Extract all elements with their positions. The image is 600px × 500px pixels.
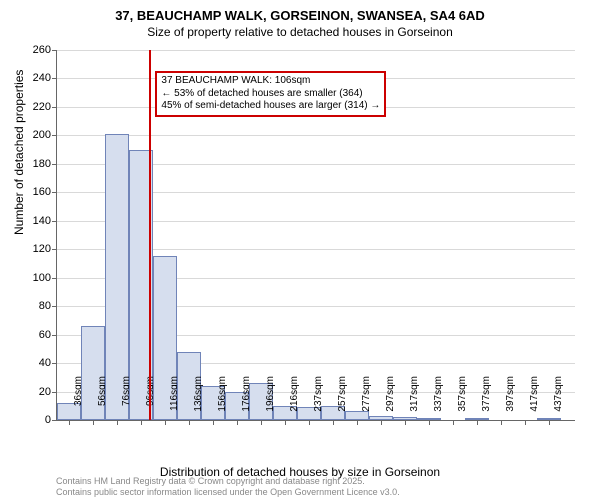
plot-area: 02040608010012014016018020022024026036sq… <box>56 50 574 420</box>
xtick-mark <box>213 420 214 425</box>
footer-line-2: Contains public sector information licen… <box>56 487 400 498</box>
chart-title: 37, BEAUCHAMP WALK, GORSEINON, SWANSEA, … <box>0 0 600 25</box>
ytick-label: 100 <box>21 272 51 284</box>
ytick-label: 180 <box>21 158 51 170</box>
ytick-mark <box>52 164 57 165</box>
xtick-mark <box>141 420 142 425</box>
ytick-label: 120 <box>21 243 51 255</box>
xtick-label: 317sqm <box>409 376 420 424</box>
xtick-mark <box>117 420 118 425</box>
ytick-label: 20 <box>21 386 51 398</box>
chart-subtitle: Size of property relative to detached ho… <box>0 25 600 43</box>
xtick-mark <box>237 420 238 425</box>
ytick-mark <box>52 392 57 393</box>
xtick-label: 397sqm <box>505 376 516 424</box>
xtick-mark <box>381 420 382 425</box>
ytick-label: 260 <box>21 44 51 56</box>
ytick-mark <box>52 192 57 193</box>
ytick-mark <box>52 221 57 222</box>
xtick-mark <box>477 420 478 425</box>
xtick-mark <box>405 420 406 425</box>
xtick-mark <box>549 420 550 425</box>
xtick-mark <box>453 420 454 425</box>
footer-line-1: Contains HM Land Registry data © Crown c… <box>56 476 400 487</box>
ytick-label: 40 <box>21 357 51 369</box>
gridline <box>57 135 575 136</box>
ytick-mark <box>52 278 57 279</box>
annotation-line-1: ← 53% of detached houses are smaller (36… <box>161 88 380 101</box>
xtick-mark <box>69 420 70 425</box>
xtick-mark <box>525 420 526 425</box>
xtick-mark <box>285 420 286 425</box>
ytick-mark <box>52 78 57 79</box>
annotation-line-2: 45% of semi-detached houses are larger (… <box>161 100 380 113</box>
ytick-mark <box>52 363 57 364</box>
ytick-mark <box>52 249 57 250</box>
ytick-mark <box>52 107 57 108</box>
ytick-label: 240 <box>21 72 51 84</box>
xtick-mark <box>309 420 310 425</box>
ytick-mark <box>52 420 57 421</box>
ytick-label: 60 <box>21 329 51 341</box>
xtick-mark <box>189 420 190 425</box>
ytick-mark <box>52 335 57 336</box>
ytick-label: 0 <box>21 414 51 426</box>
ytick-label: 220 <box>21 101 51 113</box>
ytick-label: 80 <box>21 300 51 312</box>
xtick-mark <box>165 420 166 425</box>
xtick-mark <box>429 420 430 425</box>
ytick-label: 200 <box>21 129 51 141</box>
xtick-label: 417sqm <box>529 376 540 424</box>
y-axis-label: Number of detached properties <box>12 70 26 235</box>
footer-attribution: Contains HM Land Registry data © Crown c… <box>56 476 400 498</box>
annotation-box: 37 BEAUCHAMP WALK: 106sqm← 53% of detach… <box>155 71 386 117</box>
xtick-label: 337sqm <box>433 376 444 424</box>
xtick-label: 357sqm <box>457 376 468 424</box>
xtick-mark <box>501 420 502 425</box>
ytick-label: 140 <box>21 215 51 227</box>
annotation-header: 37 BEAUCHAMP WALK: 106sqm <box>161 75 380 88</box>
marker-line <box>149 50 151 420</box>
xtick-mark <box>357 420 358 425</box>
xtick-mark <box>261 420 262 425</box>
ytick-mark <box>52 306 57 307</box>
ytick-mark <box>52 135 57 136</box>
xtick-label: 377sqm <box>481 376 492 424</box>
ytick-mark <box>52 50 57 51</box>
xtick-label: 437sqm <box>553 376 564 424</box>
xtick-mark <box>333 420 334 425</box>
ytick-label: 160 <box>21 186 51 198</box>
gridline <box>57 50 575 51</box>
xtick-mark <box>93 420 94 425</box>
